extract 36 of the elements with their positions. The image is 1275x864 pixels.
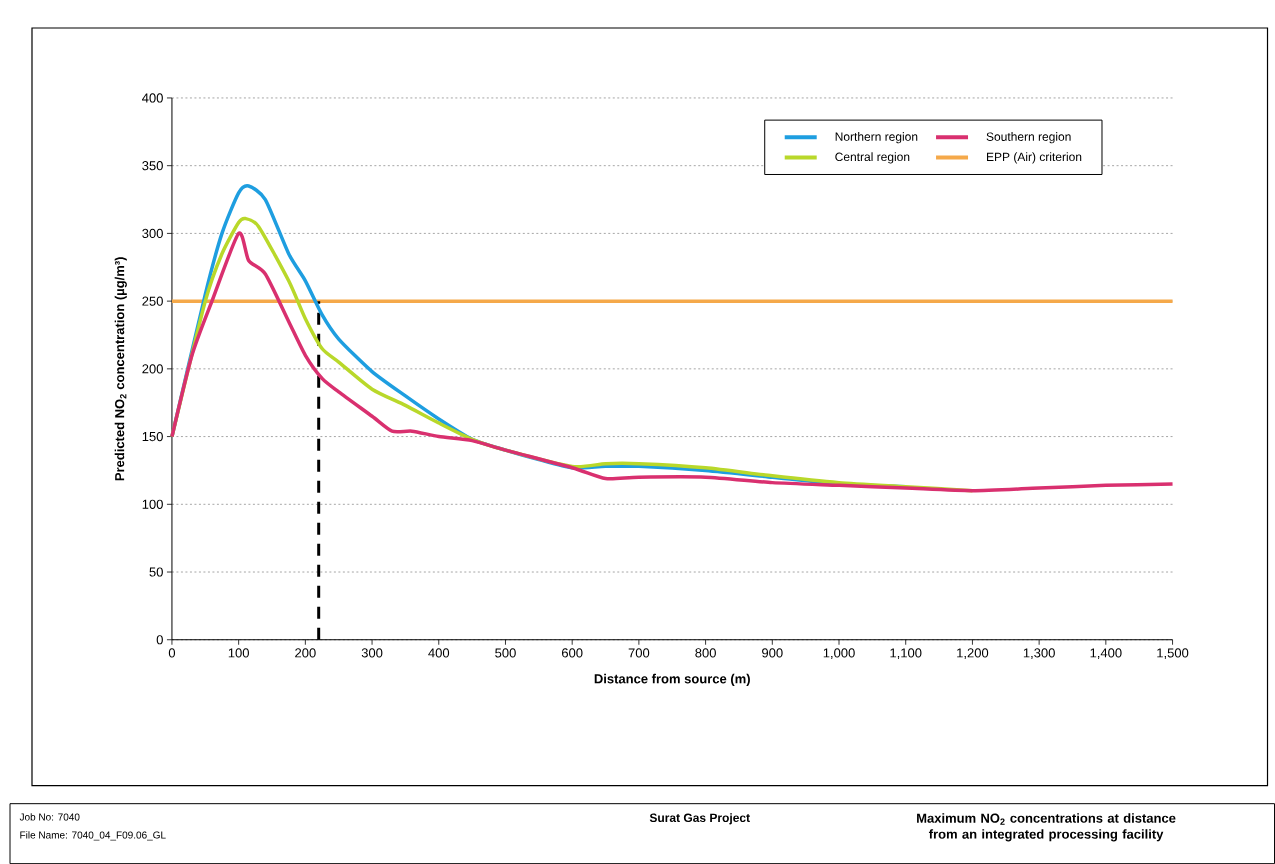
x-tick-label: 1,300 xyxy=(1023,648,1055,659)
y-tick-label: 200 xyxy=(142,364,163,374)
x-tick-label: 1,100 xyxy=(890,648,922,659)
y-tick-label: 100 xyxy=(142,499,163,509)
x-tick-label: 0 xyxy=(168,648,176,658)
line-series xyxy=(170,231,1175,493)
x-tick-label: 700 xyxy=(628,648,650,658)
x-tick-label: 200 xyxy=(295,648,316,658)
text: Job No: 7040 xyxy=(19,813,80,821)
x-tick-label: 1,200 xyxy=(957,648,989,659)
legend-label: Northern region xyxy=(835,132,918,144)
legend-label: Southern region xyxy=(986,132,1071,144)
text: Maximum NO$_{2}$ concentrations at distance from an integrated processing facility xyxy=(917,813,1176,842)
y-tick-label: 400 xyxy=(142,93,163,103)
y-tick-label: 50 xyxy=(149,567,163,577)
x-tick-label: 800 xyxy=(695,648,716,658)
text: Surat Gas Project xyxy=(649,813,750,825)
text: File Name: 7040_04_F09.06_GL xyxy=(20,831,166,841)
x-tick-label: 1,400 xyxy=(1090,648,1122,659)
y-axis-title: Predicted NO$_{2}$ concentration (µg/m³) xyxy=(114,257,127,481)
x-tick-label: 300 xyxy=(361,648,383,658)
y-tick-label: 350 xyxy=(142,161,163,171)
y-tick-label: 150 xyxy=(142,431,163,442)
x-tick-label: 900 xyxy=(762,648,783,658)
legend-label: EPP (Air) criterion xyxy=(987,152,1082,164)
x-tick-label: 1,500 xyxy=(1157,648,1189,659)
legend-label: Central region xyxy=(835,152,910,164)
x-tick-label: 500 xyxy=(495,648,516,658)
x-tick-label: 1,000 xyxy=(823,648,855,659)
y-tick-label: 0 xyxy=(156,635,163,645)
x-axis-title: Distance from source (m) xyxy=(594,673,750,686)
y-tick-label: 250 xyxy=(142,296,163,306)
x-tick-label: 100 xyxy=(228,648,249,658)
y-tick-label: 300 xyxy=(142,228,163,238)
x-tick-label: 400 xyxy=(428,648,450,658)
x-tick-label: 600 xyxy=(562,648,583,658)
